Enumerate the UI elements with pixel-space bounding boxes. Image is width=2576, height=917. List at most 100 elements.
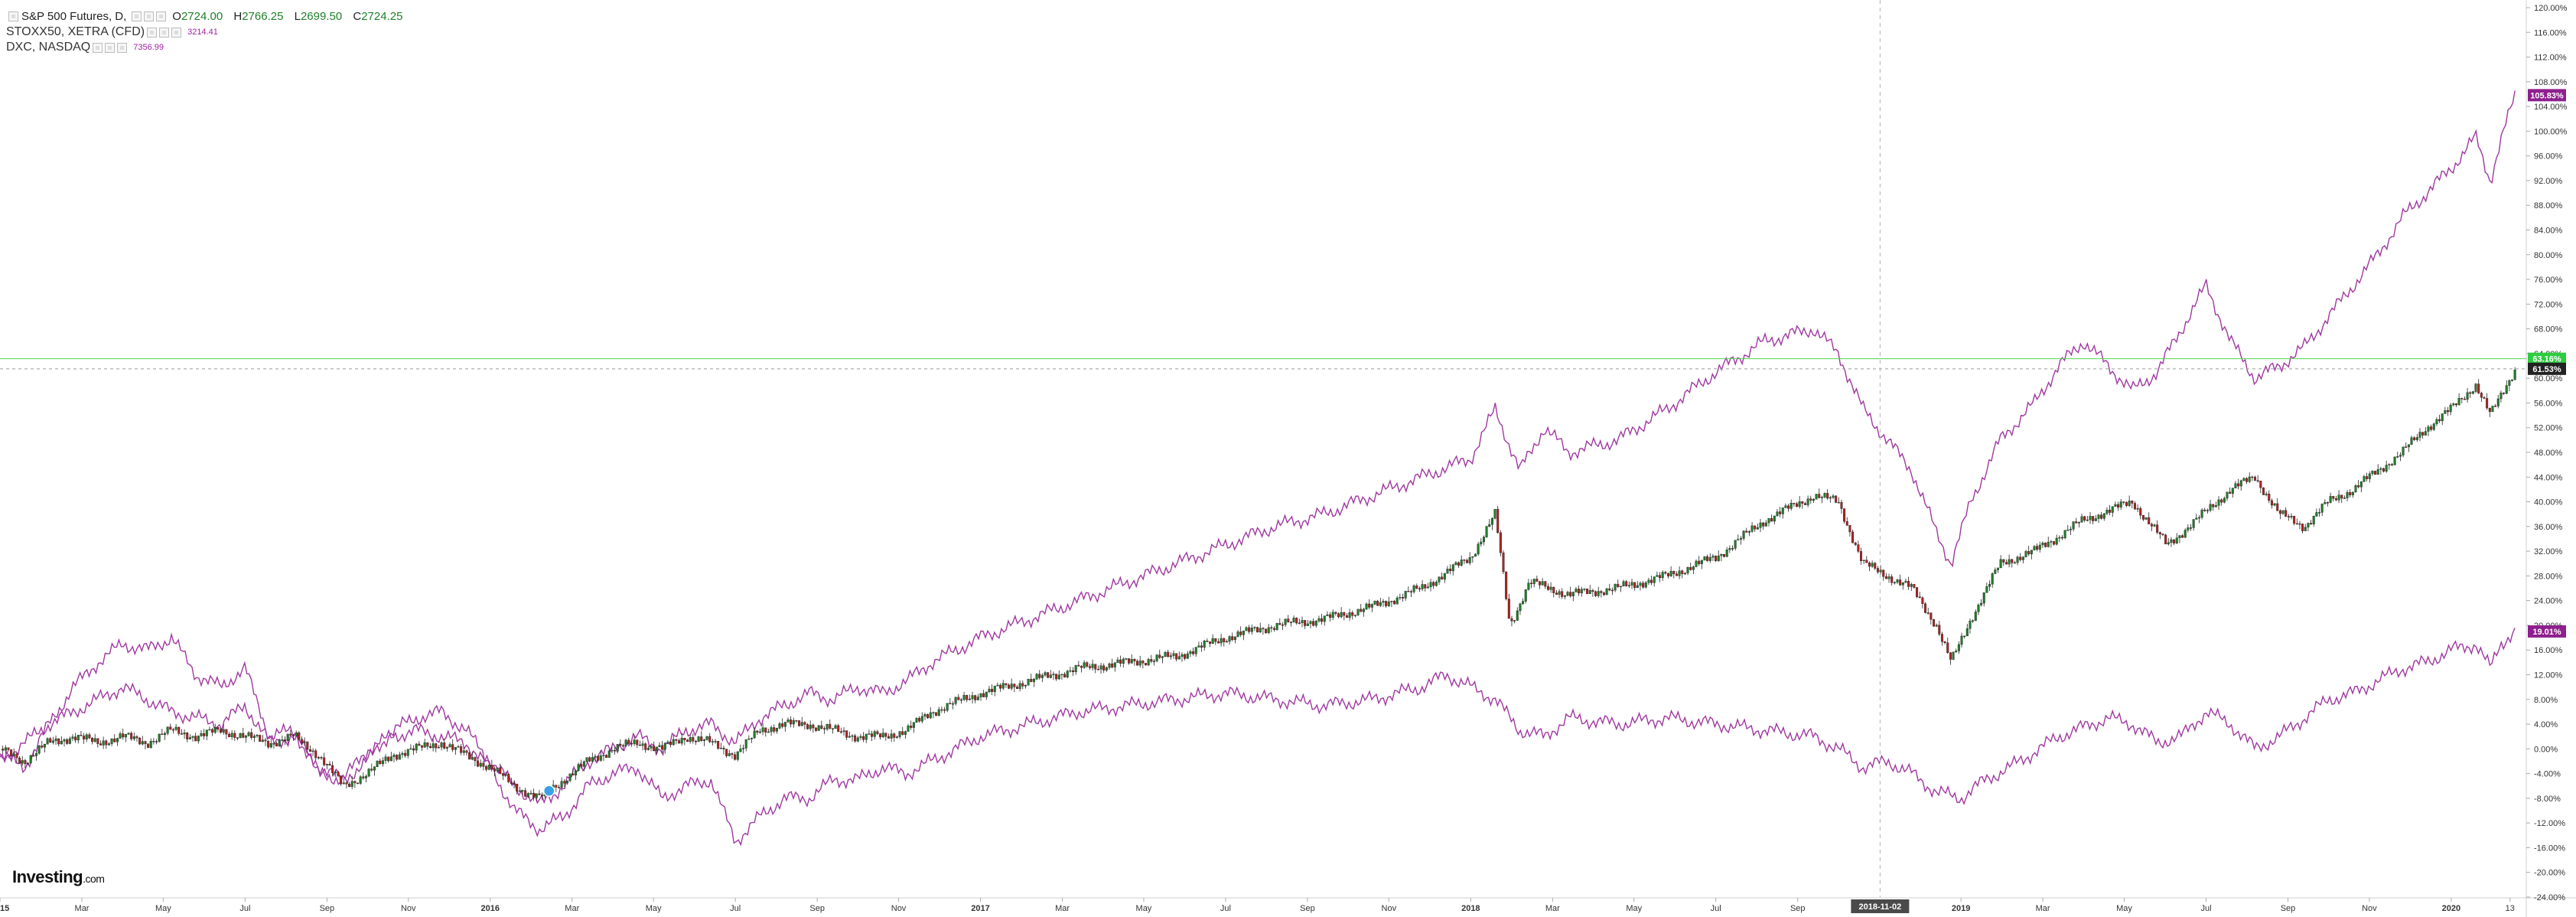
candle-body [2008, 559, 2011, 565]
candle-body [1013, 684, 1016, 687]
candle-body [1672, 570, 1676, 575]
compare-symbol-dxc[interactable]: DXC, NASDAQ [6, 41, 91, 54]
y-tick-label: 28.00% [2534, 572, 2563, 581]
close-icon[interactable] [156, 11, 167, 21]
candle-body [803, 722, 806, 725]
candle-body [927, 714, 930, 719]
settings-icon[interactable] [132, 11, 142, 21]
candle-body [1700, 560, 1703, 564]
candle-body [1955, 651, 1958, 653]
candle-body [929, 712, 932, 719]
candle-body [985, 691, 988, 697]
candle-body [479, 762, 482, 767]
candle-body [57, 738, 60, 745]
candle-body [1200, 645, 1203, 648]
candle-body [770, 727, 773, 733]
candle-body [1969, 621, 1972, 629]
candle-body [1907, 580, 1910, 587]
candle-body [1192, 651, 1195, 654]
candle-body [445, 746, 448, 749]
candle-body [1636, 585, 1639, 588]
candle-body [2184, 530, 2187, 538]
candle-body [2452, 403, 2455, 406]
y-tick-label: 68.00% [2534, 325, 2563, 334]
candle-body [775, 728, 778, 732]
candle-body [884, 733, 887, 737]
candle-body [565, 780, 568, 784]
candle-body [370, 769, 373, 771]
y-tick-label: -8.00% [2534, 795, 2561, 804]
chart-series [0, 90, 2516, 847]
last-value-label: 19.01% [2532, 628, 2561, 637]
candle-body [1963, 635, 1966, 638]
candle-body [337, 772, 340, 776]
candle-body [1734, 540, 1737, 549]
candle-body [895, 736, 898, 738]
compare-symbol-stoxx[interactable]: STOXX50, XETRA (CFD) [6, 25, 145, 38]
candle-body [169, 726, 172, 730]
candle-body [77, 735, 80, 741]
candle-body [2513, 370, 2516, 380]
candle-body [1435, 582, 1438, 586]
x-tick-label: Jul [2200, 904, 2211, 913]
candle-body [487, 765, 490, 770]
candle-body [2334, 498, 2337, 501]
candle-body [1454, 562, 1457, 565]
candle-body [1055, 674, 1058, 680]
candle-body [448, 744, 451, 748]
candle-body [538, 793, 541, 795]
candle-body [183, 733, 186, 735]
y-tick-label: -20.00% [2534, 869, 2565, 878]
candle-body [714, 740, 717, 742]
candle-body [1803, 503, 1806, 505]
candle-body [1262, 628, 1265, 630]
candle-body [1049, 674, 1052, 678]
candle-body [1994, 569, 1997, 574]
candle-body [1496, 508, 1500, 534]
candle-body [454, 747, 457, 750]
settings-icon[interactable] [93, 42, 103, 53]
main-symbol[interactable]: S&P 500 Futures, D, [21, 9, 127, 23]
candle-body [1982, 592, 1985, 604]
hide-icon[interactable] [144, 11, 155, 21]
candle-body [379, 760, 382, 765]
candle-body [21, 760, 24, 764]
candle-body [1362, 609, 1365, 612]
candle-body [588, 757, 591, 762]
candle-body [1904, 580, 1907, 583]
candle-body [415, 743, 418, 751]
collapse-icon[interactable] [8, 11, 18, 21]
candle-body [401, 752, 404, 755]
candle-body [907, 726, 910, 732]
candle-body [2508, 380, 2511, 386]
candle-body [646, 748, 650, 750]
settings-icon[interactable] [147, 27, 158, 38]
candle-body [1876, 568, 1879, 573]
candle-body [281, 739, 284, 741]
candle-body [1468, 556, 1471, 563]
candle-body [1027, 679, 1030, 686]
candle-body [171, 729, 174, 731]
candle-body [859, 736, 862, 739]
candle-body [306, 741, 309, 750]
candle-body [2058, 537, 2061, 539]
candle-body [910, 726, 913, 728]
hide-icon[interactable] [159, 27, 170, 38]
candle-body [323, 757, 326, 765]
candle-body [2337, 494, 2340, 501]
candle-body [2480, 393, 2483, 398]
candle-body [898, 731, 901, 737]
close-icon[interactable] [171, 27, 182, 38]
candle-body [2212, 504, 2215, 507]
candle-body [2237, 483, 2240, 487]
candle-body [1197, 645, 1200, 648]
candle-body [1630, 582, 1633, 586]
y-tick-label: -4.00% [2534, 770, 2561, 779]
close-value: 2724.25 [361, 9, 403, 23]
close-icon[interactable] [117, 42, 128, 53]
y-tick-label: 100.00% [2534, 127, 2568, 136]
candle-body [208, 729, 211, 731]
hide-icon[interactable] [105, 42, 116, 53]
